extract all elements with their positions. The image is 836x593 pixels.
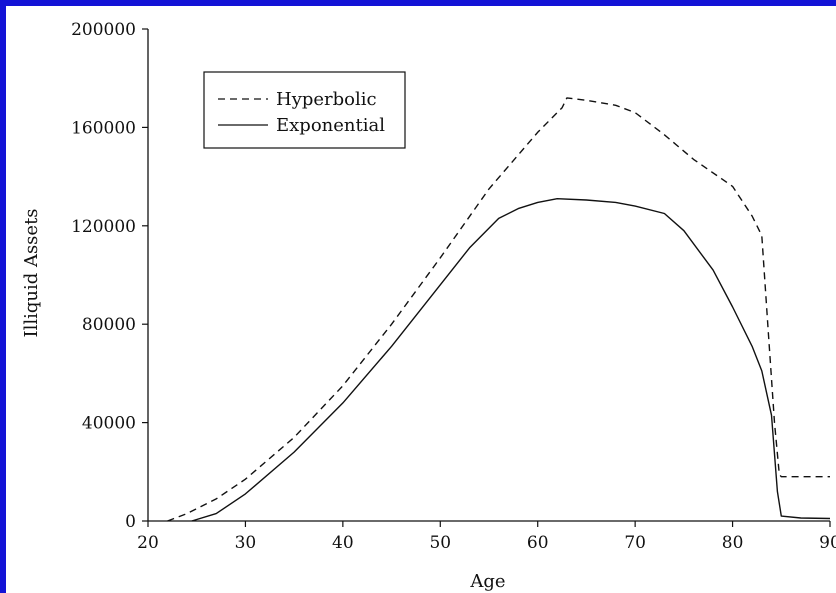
axes: 20 30 40 50 60 70 80 90 0 40000 80000 120000 160000 2… (71, 20, 836, 553)
y-tick-label: 200000 (71, 20, 136, 40)
series-line-exponential (191, 198, 831, 522)
x-tick-label: 60 (527, 533, 549, 553)
legend-box (203, 71, 406, 149)
x-axis-title: Age (469, 571, 505, 592)
x-tick-label: 70 (624, 533, 646, 553)
y-axis-title: Illiquid Assets (21, 208, 42, 337)
x-tick-label: 30 (235, 533, 257, 553)
legend: Hyperbolic Exponential (203, 71, 406, 149)
y-tick-label: 120000 (71, 217, 136, 237)
y-tick-label: 0 (125, 512, 136, 532)
series-line-hyperbolic (167, 97, 830, 522)
x-tick-label: 90 (819, 533, 836, 553)
y-tick-label: 160000 (71, 118, 136, 138)
legend-label-hyperbolic: Hyperbolic (276, 89, 377, 110)
legend-label-exponential: Exponential (276, 115, 385, 136)
x-tick-label: 80 (722, 533, 744, 553)
x-tick-label: 50 (429, 533, 451, 553)
y-tick-label: 80000 (82, 315, 136, 335)
series-layer (167, 97, 831, 522)
x-tick-label: 20 (137, 533, 159, 553)
y-tick-label: 40000 (82, 414, 136, 434)
x-tick-label: 40 (332, 533, 354, 553)
